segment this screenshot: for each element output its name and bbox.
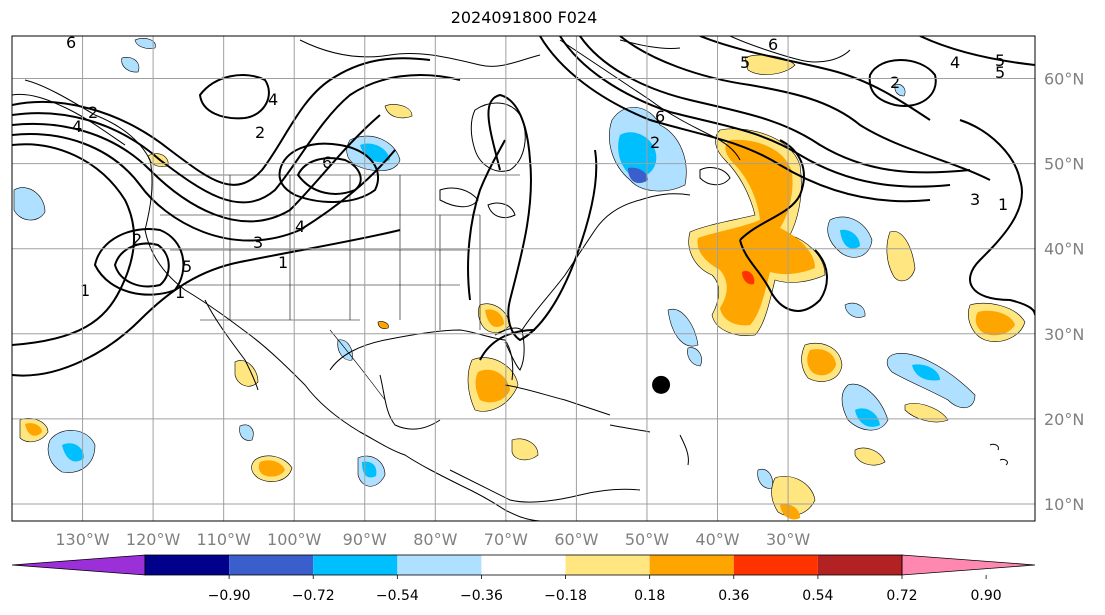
map-title: 2024091800 F024 (450, 8, 598, 27)
contour-lines (12, 36, 1035, 377)
lat-tick-label: 20°N (1044, 410, 1084, 429)
lat-tick-label: 30°N (1044, 325, 1084, 344)
contour-label: 5 (182, 257, 192, 276)
lat-tick-label: 60°N (1044, 70, 1084, 89)
contour-label: 5 (995, 51, 1005, 70)
lon-tick-label: 80°W (413, 530, 457, 549)
colorbar-tick-label: −0.72 (292, 588, 335, 604)
contour-label: 6 (655, 107, 665, 126)
gridlines (12, 36, 1035, 521)
lon-tick-label: 110°W (196, 530, 251, 549)
contour-label: 6 (768, 35, 778, 54)
colorbar-segment (565, 555, 650, 575)
colorbar-tick-label: 0.18 (634, 588, 665, 604)
colorbar-tick-label: 0.90 (971, 588, 1002, 604)
longitude-tick-labels: 130°W 120°W 110°W 100°W 90°W 80°W 70°W 60°W 50°W… (55, 530, 810, 549)
colorbar-tick-label: −0.54 (376, 588, 419, 604)
contour-label: 3 (253, 233, 263, 252)
colorbar-segment (817, 555, 902, 575)
lon-tick-label: 50°W (625, 530, 669, 549)
contour-label: 6 (322, 153, 332, 172)
lat-tick-label: 40°N (1044, 240, 1084, 259)
lon-tick-label: 60°W (554, 530, 598, 549)
contour-label: 2 (255, 123, 265, 142)
contour-labels: 6 6 4 2 4 3 1 1 1 2 5 6 5 6 5 2 4 5 3 1 … (66, 33, 1008, 302)
lon-tick-label: 40°W (695, 530, 739, 549)
lon-tick-label: 30°W (766, 530, 810, 549)
colorbar-segment (313, 555, 398, 575)
contour-label: 5 (995, 63, 1005, 82)
map-panel: 6 6 4 2 4 3 1 1 1 2 5 6 5 6 5 2 4 5 3 1 … (12, 33, 1035, 521)
colorbar-extend-high (901, 554, 1036, 576)
colorbar-tick-label: −0.18 (544, 588, 587, 604)
lat-tick-label: 10°N (1044, 495, 1084, 514)
colorbar-segment (481, 555, 566, 575)
contour-label: 6 (66, 33, 76, 52)
colorbar-segment (733, 555, 818, 575)
contour-label: 2 (890, 73, 900, 92)
contour-label: 1 (998, 195, 1008, 214)
borders (155, 174, 520, 401)
colorbar-segment (229, 555, 314, 575)
contour-label: 2 (88, 103, 98, 122)
storm-center-marker (652, 375, 671, 394)
colorbar-tick-label: 0.54 (802, 588, 833, 604)
lat-tick-label: 50°N (1044, 155, 1084, 174)
contour-label: 5 (740, 53, 750, 72)
contour-label: 4 (268, 90, 278, 109)
contour-label: 1 (175, 283, 185, 302)
contour-label: 3 (970, 190, 980, 209)
colorbar-segment (649, 555, 734, 575)
colorbar-segment (145, 555, 230, 575)
lon-tick-label: 100°W (267, 530, 322, 549)
colorbar-tick-label: −0.90 (208, 588, 251, 604)
contour-label: 4 (950, 53, 960, 72)
colorbar (11, 554, 1036, 576)
colorbar-tick-labels: −0.90 −0.72 −0.54 −0.36 −0.18 0.18 0.36 0.54 0.7… (208, 575, 1002, 604)
contour-label: 4 (72, 117, 82, 136)
map-frame (11, 35, 1036, 522)
lon-tick-label: 70°W (484, 530, 528, 549)
contour-label: 1 (80, 281, 90, 300)
contour-label: 4 (295, 217, 305, 236)
latitude-tick-labels: 10°N 20°N 30°N 40°N 50°N 60°N (1044, 70, 1084, 514)
contour-label: 1 (278, 253, 288, 272)
colorbar-tick-label: −0.36 (460, 588, 503, 604)
colorbar-extend-low (11, 554, 146, 576)
colorbar-tick-label: 0.72 (886, 588, 917, 604)
lon-tick-label: 130°W (55, 530, 110, 549)
contour-label: 2 (650, 133, 660, 152)
lon-tick-label: 120°W (126, 530, 181, 549)
colorbar-segment (397, 555, 482, 575)
contour-label: 2 (132, 230, 142, 249)
coastlines (12, 36, 1008, 521)
lon-tick-label: 90°W (343, 530, 387, 549)
colorbar-tick-label: 0.36 (718, 588, 749, 604)
shaded-anomaly-patches (13, 38, 1026, 520)
